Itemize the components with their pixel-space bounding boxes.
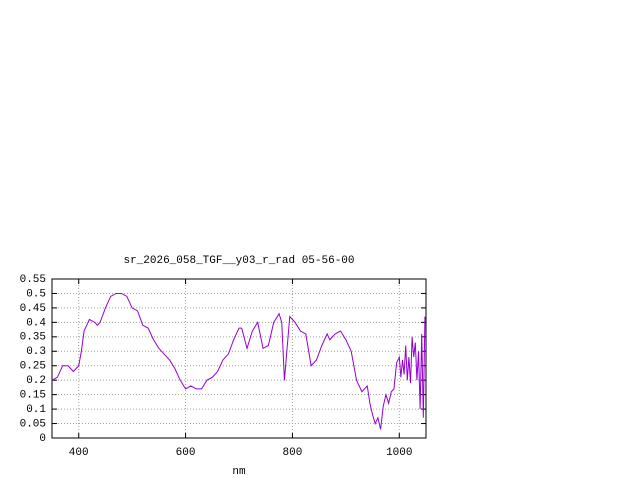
y-tick-label: 0.05 — [20, 418, 46, 430]
y-tick-label: 0.45 — [20, 303, 46, 315]
x-tick-label: 600 — [176, 447, 196, 459]
x-tick-label: 1000 — [386, 447, 412, 459]
y-tick-label: 0 — [39, 433, 46, 445]
x-axis-label: nm — [232, 466, 246, 478]
x-tick-label: 800 — [283, 447, 303, 459]
x-tick-label: 400 — [69, 447, 89, 459]
chart-title: sr_2026_058_TGF__y03_r_rad 05-56-00 — [123, 255, 354, 267]
data-line — [51, 292, 426, 430]
y-tick-label: 0.2 — [26, 375, 46, 387]
y-tick-label: 0.55 — [20, 274, 46, 286]
y-tick-label: 0.1 — [26, 404, 46, 416]
y-tick-label: 0.25 — [20, 361, 46, 373]
y-tick-label: 0.35 — [20, 332, 46, 344]
y-tick-label: 0.4 — [26, 317, 46, 329]
y-tick-label: 0.15 — [20, 390, 46, 402]
y-tick-label: 0.5 — [26, 288, 46, 300]
plot-frame — [51, 278, 427, 439]
y-tick-label: 0.3 — [26, 346, 46, 358]
